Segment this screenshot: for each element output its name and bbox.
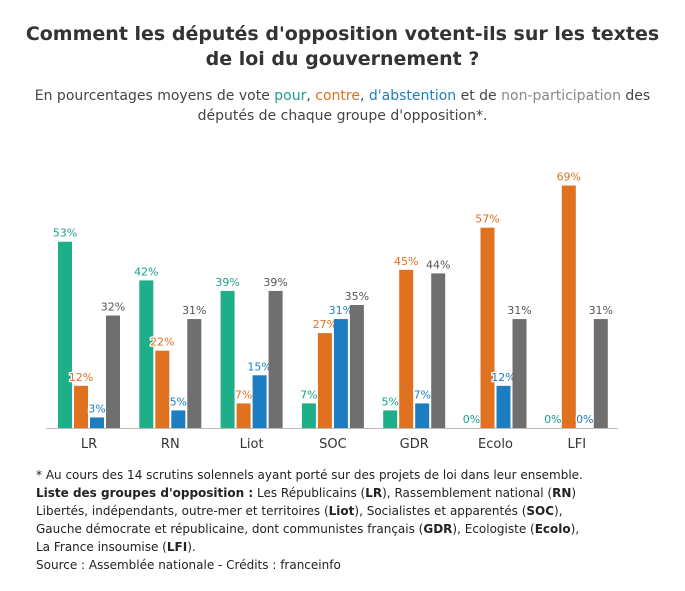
chart-subtitle: En pourcentages moyens de vote pour, con… [30, 86, 655, 126]
data-label-ecolo-d-abstention: 12% [491, 371, 515, 384]
group-6-name: La France insoumise ( [36, 540, 167, 554]
bar-lr-non-participation [106, 315, 120, 428]
group-0-abbr: LR [365, 486, 383, 500]
bar-rn-pour [139, 280, 154, 428]
group-4-end: ), [452, 522, 465, 536]
data-label-rn-non-participation: 31% [182, 304, 206, 317]
bar-gdr-non-participation [431, 273, 446, 428]
category-label-lfi: LFI [568, 437, 587, 452]
group-6-abbr: LFI [166, 540, 188, 554]
data-label-lr-non-participation: 32% [101, 301, 125, 314]
data-label-soc-pour: 7% [300, 388, 317, 401]
group-4-abbr: GDR [423, 522, 453, 536]
data-label-liot-contre: 7% [235, 388, 252, 401]
category-label-lr: LR [81, 437, 97, 452]
group-2-abbr: Liot [328, 504, 355, 518]
data-label-liot-non-participation: 39% [263, 276, 287, 289]
data-label-lr-pour: 53% [53, 227, 77, 240]
chart-footer: * Au cours des 14 scrutins solennels aya… [36, 466, 666, 574]
group-3-end: ), [554, 504, 563, 518]
footer-source: Source : Assemblée nationale - Crédits :… [36, 558, 341, 572]
subtitle-sep1: , [306, 88, 316, 104]
footer-groups: Liste des groupes d'opposition : Les Rép… [36, 484, 666, 556]
data-label-rn-contre: 22% [150, 336, 174, 349]
subtitle-contre: contre [315, 88, 360, 104]
data-label-lfi-pour: 0% [544, 413, 561, 426]
data-label-rn-pour: 42% [134, 265, 158, 278]
bar-ecolo-contre [480, 227, 495, 428]
subtitle-pour: pour [274, 88, 307, 104]
data-label-ecolo-non-participation: 31% [507, 304, 531, 317]
group-3-abbr: SOC [526, 504, 555, 518]
bar-gdr-pour [383, 410, 398, 428]
category-label-soc: SOC [319, 437, 347, 452]
bar-soc-pour [301, 403, 316, 428]
data-label-lfi-non-participation: 31% [589, 304, 613, 317]
bar-lr-d-abstention [90, 417, 104, 428]
bar-ecolo-non-participation [512, 319, 527, 428]
group-4-name: Gauche démocrate et républicaine, dont c… [36, 522, 424, 536]
group-2-name: Libertés, indépendants, outre-mer et ter… [36, 504, 329, 518]
bar-soc-contre [317, 333, 332, 428]
group-1-end: ) [571, 486, 577, 500]
bar-lr-contre [74, 385, 88, 428]
data-label-gdr-contre: 45% [394, 255, 418, 268]
bar-ecolo-d-abstention [496, 385, 511, 428]
bar-gdr-d-abstention [415, 403, 430, 428]
group-6-end: ). [187, 540, 196, 554]
group-0-name: Les Républicains ( [253, 486, 366, 500]
bar-soc-d-abstention [333, 319, 348, 428]
data-label-liot-pour: 39% [215, 276, 239, 289]
group-1-name: Rassemblement national ( [394, 486, 553, 500]
group-5-name: Ecologiste ( [464, 522, 535, 536]
bar-chart: 53% 12% 3% 32% LR 42% 22% 5% 31% RN 39% 7% 15% 39% Lio… [46, 169, 618, 452]
data-label-soc-non-participation: 35% [345, 290, 369, 303]
subtitle-non-participation: non-participation [501, 88, 621, 104]
data-label-lr-contre: 12% [69, 371, 93, 384]
group-1-abbr: RN [552, 486, 572, 500]
subtitle-suffix: des députés de chaque groupe d'oppositio… [197, 88, 651, 124]
subtitle-prefix: En pourcentages moyens de vote [34, 88, 275, 104]
bar-rn-contre [155, 350, 170, 428]
group-5-abbr: Ecolo [534, 522, 571, 536]
bar-liot-non-participation [268, 290, 283, 428]
bar-liot-d-abstention [252, 375, 267, 428]
bar-lfi-contre [561, 185, 576, 428]
footer-list-heading: Liste des groupes d'opposition : [36, 486, 254, 500]
bar-gdr-contre [399, 269, 414, 428]
chart-title: Comment les députés d'opposition votent-… [25, 23, 660, 70]
bar-rn-non-participation [187, 319, 202, 428]
bar-liot-contre [236, 403, 251, 428]
category-label-liot: Liot [240, 437, 264, 452]
category-label-ecolo: Ecolo [478, 437, 513, 452]
group-2-end: ), [354, 504, 367, 518]
data-label-soc-contre: 27% [313, 318, 337, 331]
group-0-end: ), [382, 486, 395, 500]
data-label-rn-d-abstention: 5% [170, 395, 187, 408]
data-label-lfi-d-abstention: 0% [576, 413, 593, 426]
group-3-name: Socialistes et apparentés ( [366, 504, 527, 518]
bar-rn-d-abstention [171, 410, 186, 428]
data-label-soc-d-abstention: 31% [329, 304, 353, 317]
data-label-gdr-pour: 5% [381, 395, 398, 408]
bar-soc-non-participation [349, 305, 364, 428]
subtitle-abstention: d'abstention [368, 88, 457, 104]
category-label-rn: RN [161, 437, 180, 452]
group-5-end: ), [570, 522, 580, 536]
data-label-gdr-d-abstention: 7% [413, 388, 430, 401]
footer-note: * Au cours des 14 scrutins solennels aya… [36, 468, 583, 482]
category-label-gdr: GDR [400, 437, 429, 452]
bar-lr-pour [58, 241, 72, 428]
data-label-ecolo-contre: 57% [475, 213, 499, 226]
data-label-lfi-contre: 69% [557, 171, 581, 184]
subtitle-sep3: et de [456, 88, 502, 104]
data-label-gdr-non-participation: 44% [426, 258, 450, 271]
bar-lfi-non-participation [593, 319, 608, 428]
data-label-liot-d-abstention: 15% [247, 360, 271, 373]
data-label-lr-d-abstention: 3% [88, 402, 105, 415]
subtitle-sep2: , [359, 88, 369, 104]
bar-liot-pour [220, 290, 235, 428]
data-label-ecolo-pour: 0% [463, 413, 480, 426]
